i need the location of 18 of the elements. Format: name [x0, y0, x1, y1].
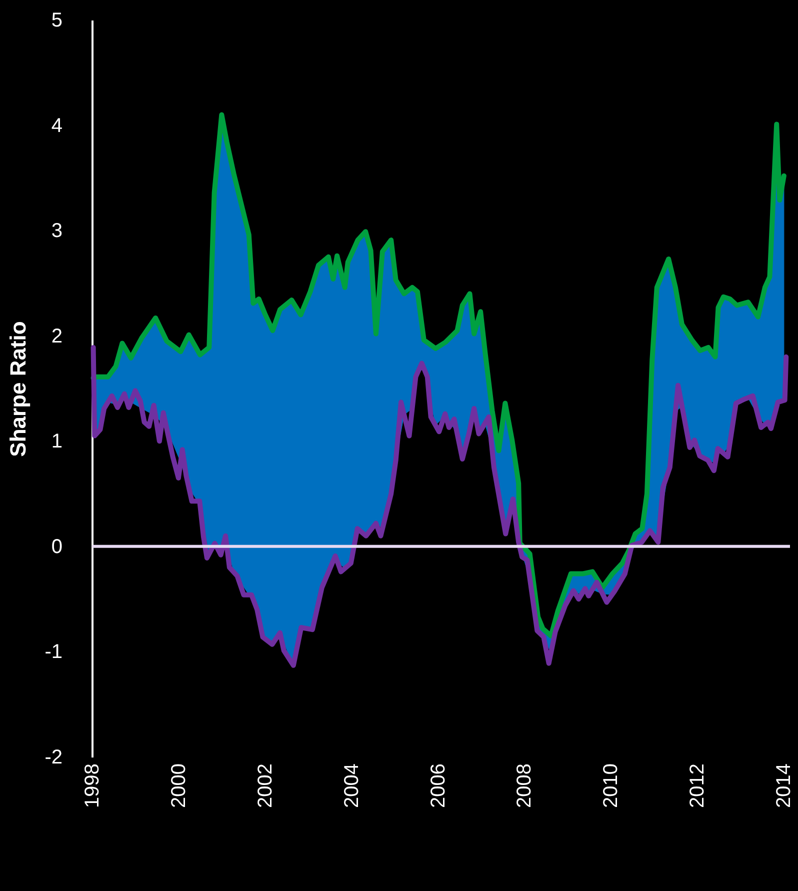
x-tick-label: 1998 — [82, 764, 104, 808]
x-tick-label: 2008 — [514, 764, 536, 808]
y-tick-label: 2 — [51, 325, 62, 348]
y-tick-label: 0 — [51, 536, 62, 558]
y-tick-label: -2 — [44, 746, 62, 768]
y-tick-label: 1 — [51, 430, 62, 453]
x-tick-label: 2002 — [254, 764, 276, 808]
x-tick-label: 2004 — [340, 764, 363, 808]
y-axis-title: Sharpe Ratio — [6, 321, 31, 457]
y-tick-label: 3 — [51, 220, 62, 242]
y-tick-label: 4 — [51, 114, 62, 137]
y-tick-label: -1 — [44, 641, 62, 664]
x-tick-label: 2014 — [773, 764, 796, 808]
y-tick-label: 5 — [51, 10, 62, 32]
x-tick-label: 2000 — [168, 764, 190, 808]
x-tick-label: 2006 — [427, 764, 450, 808]
x-tick-label: 2010 — [600, 764, 622, 808]
x-tick-label: 2012 — [686, 764, 709, 808]
